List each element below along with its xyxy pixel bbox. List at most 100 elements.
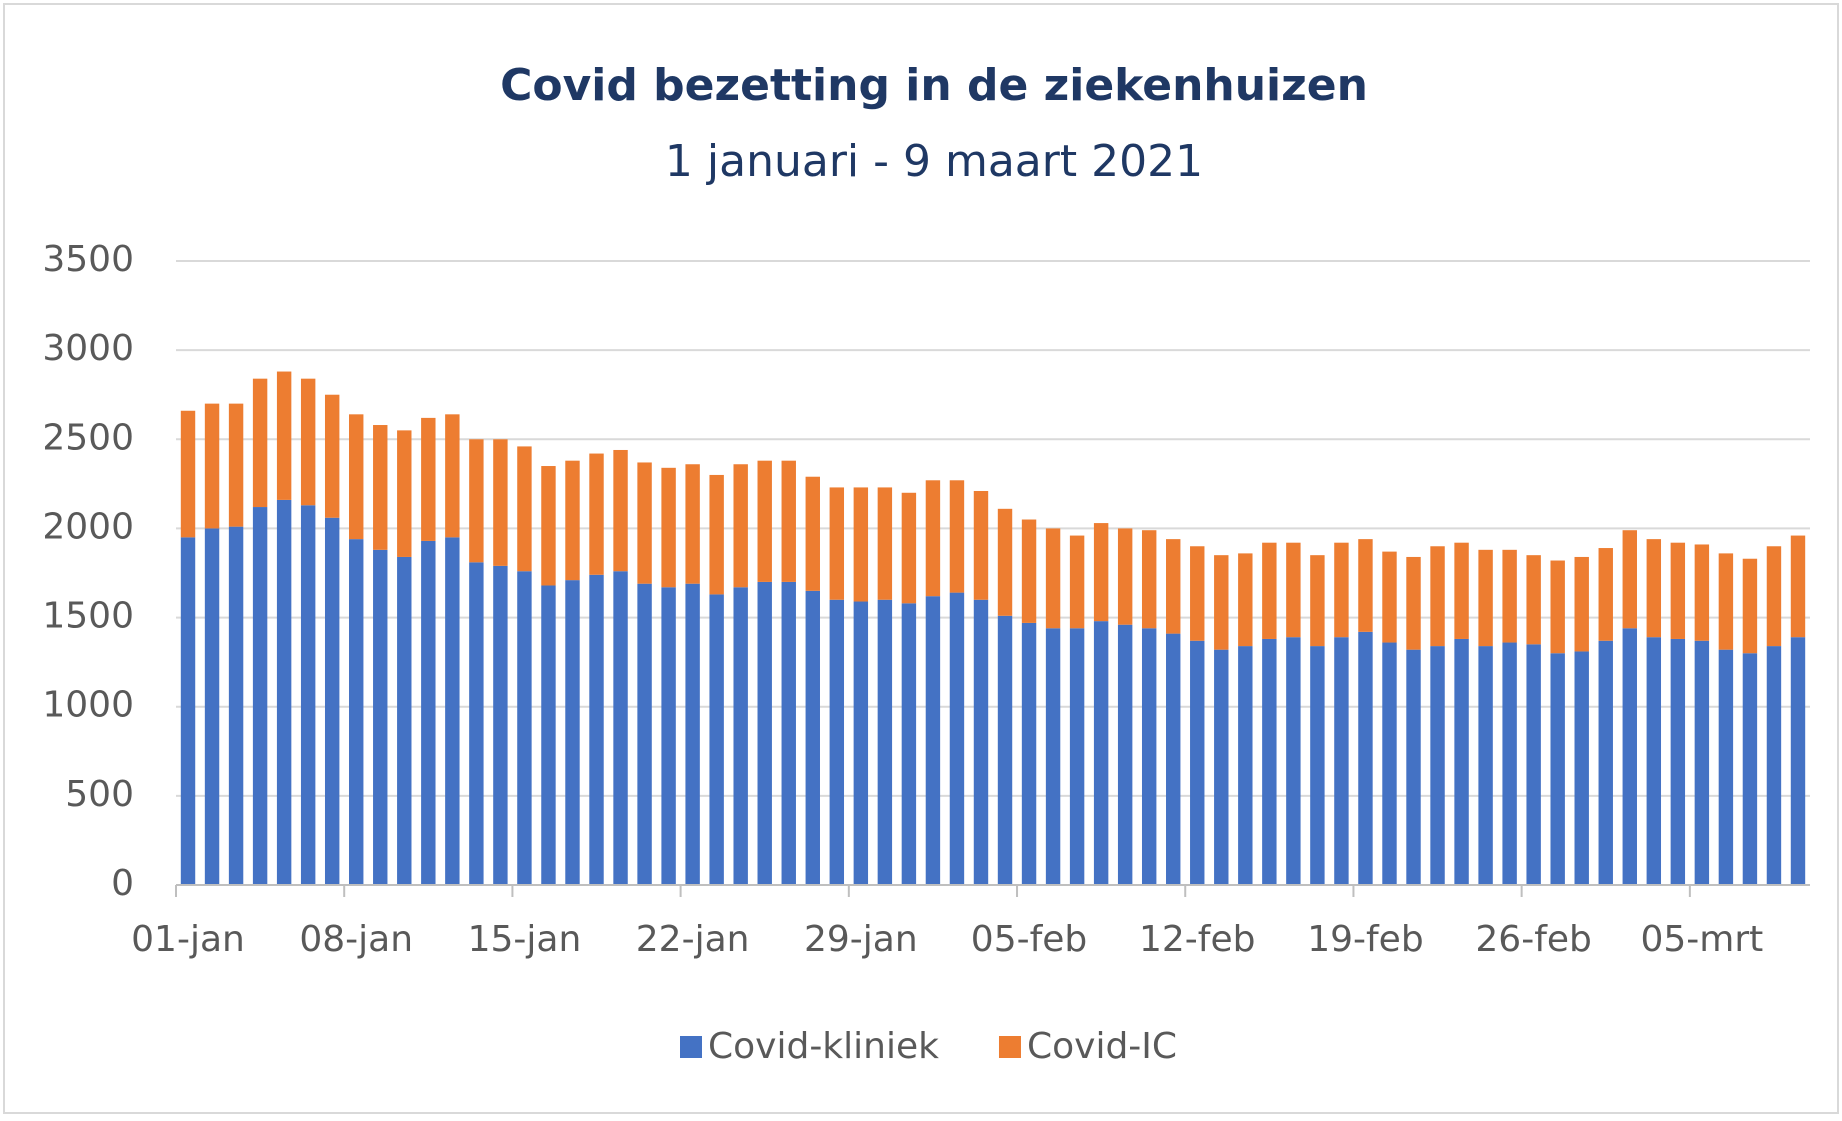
bar-segment: [613, 449, 628, 572]
bar-segment: [997, 508, 1013, 616]
bar-segment: [1190, 546, 1205, 641]
bar-segment: [1454, 542, 1469, 639]
bar-segment: [228, 403, 244, 527]
y-tick-label: 2000: [42, 506, 134, 547]
x-tick-label: 08-jan: [299, 919, 413, 960]
bar-segment: [973, 490, 989, 600]
bar-segment: [1262, 542, 1277, 639]
bar-segment: [685, 583, 700, 885]
chart-subtitle: 1 januari - 9 maart 2021: [665, 136, 1203, 187]
bar-segment: [853, 601, 869, 885]
bar-segment: [1622, 628, 1637, 885]
bar-segment: [397, 430, 412, 557]
bar-segment: [1550, 560, 1565, 654]
bar-segment: [1766, 546, 1782, 647]
bar-segment: [565, 580, 580, 885]
bar-segment: [853, 487, 869, 602]
bar-segment: [925, 596, 941, 885]
bar-segment: [709, 474, 724, 595]
bar-segment: [445, 414, 460, 538]
bar-segment: [1502, 642, 1517, 885]
x-tick-label: 05-mrt: [1640, 919, 1763, 960]
bar-segment: [1310, 646, 1325, 885]
bar-segment: [1550, 653, 1565, 885]
bar-segment: [1190, 640, 1205, 885]
bar-segment: [1790, 535, 1806, 638]
bar-segment: [1790, 637, 1806, 885]
bar-segment: [1574, 651, 1589, 885]
bar-segment: [1358, 631, 1373, 885]
bar-segment: [1478, 549, 1493, 647]
bar-segment: [324, 394, 340, 518]
bar-segment: [1334, 637, 1349, 885]
bar-segment: [517, 571, 532, 885]
bar-segment: [397, 556, 412, 885]
bar-segment: [276, 371, 292, 500]
bar-segment: [1670, 542, 1686, 639]
x-tick-label: 19-feb: [1307, 919, 1423, 960]
bar-segment: [373, 425, 388, 550]
bar-segment: [1742, 653, 1758, 885]
bar-segment: [901, 603, 917, 885]
bar-segment: [685, 464, 700, 584]
x-tick-label: 26-feb: [1475, 919, 1591, 960]
bar-segment: [373, 549, 388, 885]
bar-segment: [421, 540, 436, 885]
x-tick-label: 01-jan: [131, 919, 245, 960]
bar-segment: [901, 492, 917, 604]
bar-segment: [1358, 539, 1373, 632]
bar-segment: [1598, 548, 1613, 641]
bar-segment: [1718, 553, 1734, 650]
bar-segment: [1406, 556, 1421, 650]
bar-segment: [733, 587, 748, 885]
legend-label: Covid-IC: [1027, 1026, 1177, 1067]
bar-segment: [1214, 649, 1229, 885]
y-tick-label: 2500: [42, 417, 134, 458]
bar-segment: [733, 464, 748, 588]
bar-segment: [1382, 642, 1397, 885]
y-tick-label: 1500: [42, 596, 134, 637]
bar-segment: [997, 615, 1013, 885]
bar-segment: [1166, 633, 1181, 885]
bar-segment: [493, 565, 508, 885]
bar-segment: [1238, 646, 1253, 885]
bar-segment: [300, 378, 316, 506]
bar-segment: [1286, 637, 1301, 885]
bar-segment: [949, 480, 965, 593]
bar-segment: [1141, 628, 1157, 885]
y-tick-label: 1000: [42, 685, 134, 726]
bar-segment: [204, 528, 220, 885]
x-tick-label: 15-jan: [468, 919, 582, 960]
bar-segment: [1334, 542, 1349, 638]
bar-segment: [1286, 542, 1301, 638]
bar-segment: [925, 480, 941, 597]
bar-segment: [757, 460, 772, 582]
bar-segment: [1021, 622, 1037, 885]
bar-segment: [349, 414, 364, 540]
bar-segment: [877, 487, 893, 600]
bar-segment: [781, 460, 796, 582]
bar-segment: [661, 587, 676, 885]
y-tick-label: 500: [65, 774, 134, 815]
bar-segment: [1454, 638, 1469, 885]
bar-segment: [949, 592, 965, 885]
bar-segment: [1093, 621, 1109, 885]
bar-segment: [829, 599, 845, 885]
bar-segment: [1310, 555, 1325, 647]
bar-segment: [1694, 640, 1710, 885]
bar-segment: [1045, 628, 1061, 885]
bar-segment: [805, 476, 820, 591]
bar-segment: [1646, 539, 1662, 638]
bar-segment: [1069, 628, 1085, 885]
bar-segment: [1598, 640, 1613, 885]
bar-segment: [1478, 646, 1493, 885]
y-tick-label: 0: [111, 863, 134, 904]
bar-segment: [829, 487, 845, 600]
bar-segment: [1670, 638, 1686, 885]
x-tick-label: 29-jan: [804, 919, 918, 960]
bar-segment: [1646, 637, 1662, 885]
bar-segment: [1430, 546, 1445, 647]
bar-segment: [1262, 638, 1277, 885]
bar-segment: [973, 599, 989, 885]
